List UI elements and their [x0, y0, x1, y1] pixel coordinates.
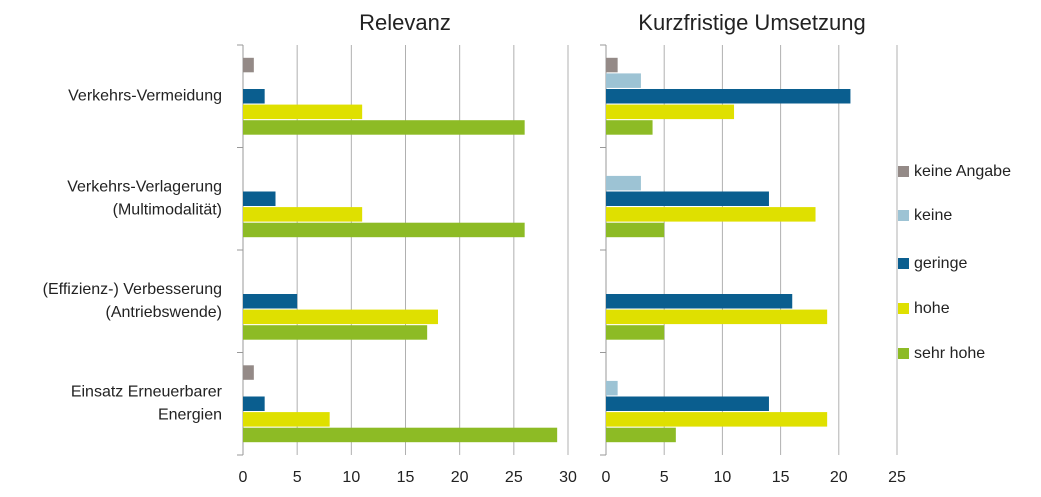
- bar: [606, 89, 851, 104]
- x-tick-label: 5: [660, 469, 669, 486]
- legend-label: sehr hohe: [914, 345, 985, 362]
- bar: [606, 294, 793, 309]
- bar: [243, 325, 428, 340]
- bar: [243, 191, 276, 206]
- legend-label: keine: [914, 207, 952, 224]
- bar: [606, 396, 769, 411]
- bar: [606, 380, 618, 396]
- x-tick-label: 10: [342, 469, 360, 486]
- bar: [606, 427, 676, 443]
- bar: [243, 365, 254, 380]
- bar: [606, 73, 641, 88]
- x-tick-label: 5: [293, 469, 302, 486]
- legend-swatch: [898, 166, 909, 177]
- bar: [606, 222, 665, 238]
- y-tick-label: Energien: [158, 406, 222, 423]
- chart-title: Relevanz: [359, 10, 451, 35]
- bar: [606, 412, 828, 427]
- y-tick-label: (Effizienz-) Verbesserung: [43, 281, 222, 298]
- bar: [606, 57, 618, 73]
- bar: [606, 325, 665, 340]
- legend-swatch: [898, 303, 909, 314]
- x-tick-label: 20: [830, 469, 848, 486]
- bar: [243, 309, 438, 325]
- legend-label: hohe: [914, 300, 950, 317]
- legend-label: keine Angabe: [914, 163, 1011, 180]
- x-tick-label: 20: [451, 469, 469, 486]
- bar: [243, 89, 265, 104]
- x-tick-label: 10: [714, 469, 732, 486]
- bar: [243, 104, 363, 120]
- bar: [243, 294, 298, 309]
- bar: [606, 175, 641, 191]
- x-tick-label: 15: [397, 469, 415, 486]
- bar: [606, 207, 816, 222]
- bar: [606, 309, 828, 325]
- bar: [243, 222, 525, 238]
- bar: [606, 191, 769, 206]
- x-tick-label: 30: [559, 469, 577, 486]
- y-tick-label: Einsatz Erneuerbarer: [71, 383, 223, 400]
- bar: [243, 427, 558, 443]
- bar: [243, 207, 363, 222]
- bar: [243, 120, 525, 135]
- x-tick-label: 15: [772, 469, 790, 486]
- legend-swatch: [898, 348, 909, 359]
- x-tick-label: 25: [888, 469, 906, 486]
- y-tick-label: (Antriebswende): [106, 304, 223, 321]
- bar: [606, 104, 735, 120]
- x-tick-label: 25: [505, 469, 523, 486]
- bar: [606, 120, 653, 135]
- legend-label: geringe: [914, 255, 967, 272]
- legend-swatch: [898, 210, 909, 221]
- legend-swatch: [898, 258, 909, 269]
- bar: [243, 412, 330, 427]
- y-tick-label: Verkehrs-Vermeidung: [68, 87, 222, 104]
- x-tick-label: 0: [602, 469, 611, 486]
- chart-title: Kurzfristige Umsetzung: [638, 10, 865, 35]
- bar: [243, 396, 265, 411]
- y-tick-label: (Multimodalität): [113, 201, 222, 218]
- y-tick-label: Verkehrs-Verlagerung: [67, 178, 222, 195]
- x-tick-label: 0: [239, 469, 248, 486]
- bar: [243, 57, 254, 73]
